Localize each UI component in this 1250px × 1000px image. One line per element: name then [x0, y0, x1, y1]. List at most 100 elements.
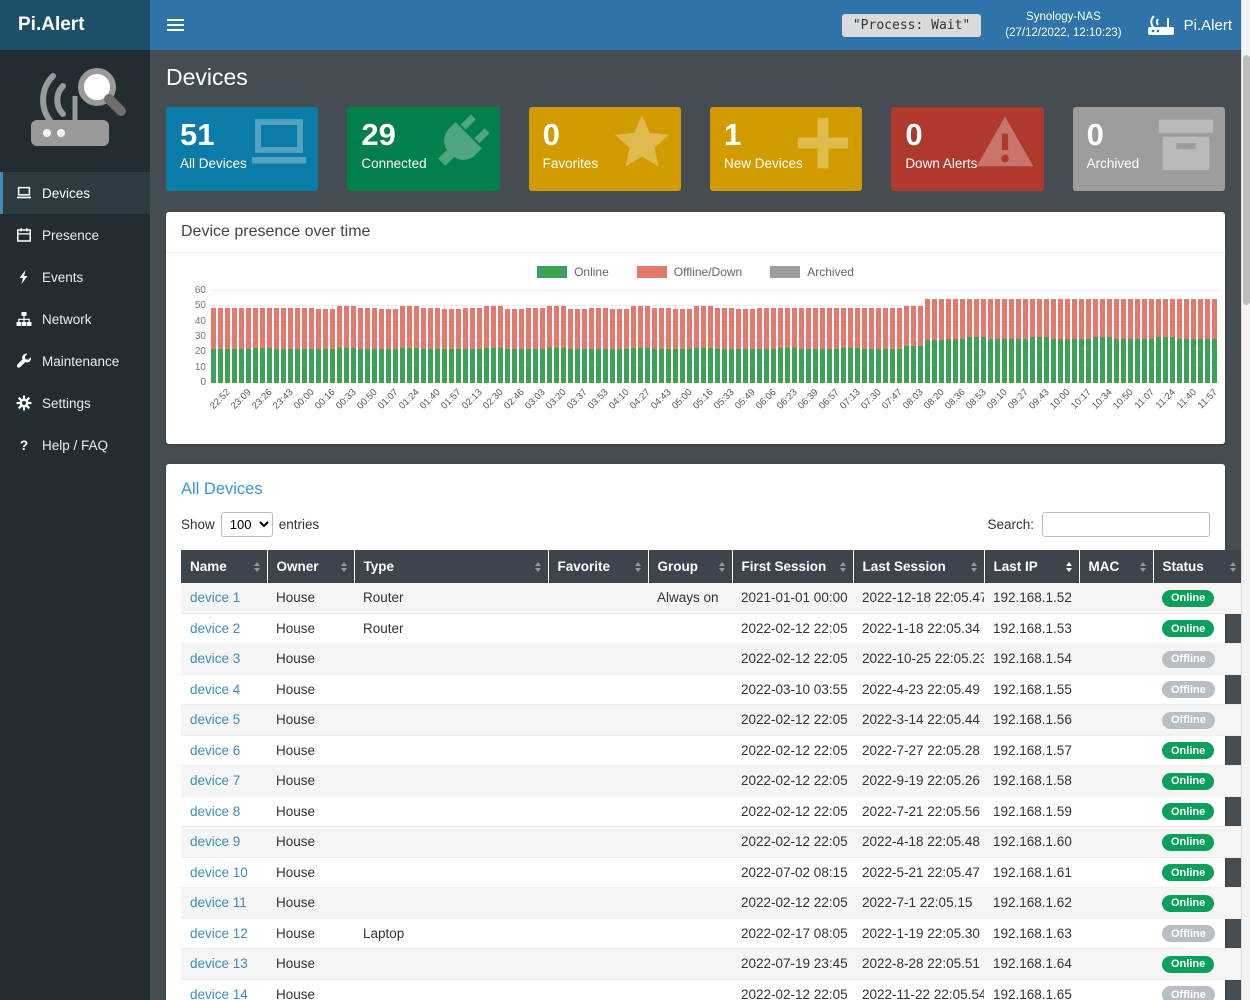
column-header-last-ip[interactable]: Last IP: [984, 550, 1080, 583]
column-header-favorite[interactable]: Favorite: [548, 550, 649, 583]
x-axis-tick-label: 04:10: [607, 387, 632, 412]
device-link[interactable]: device 7: [181, 765, 267, 797]
app-identity[interactable]: Pi.Alert: [1146, 13, 1232, 38]
card-label: All Devices: [180, 155, 247, 171]
legend-item-online[interactable]: Online: [537, 265, 609, 279]
last-session-cell: 2022-5-21 22:05.47: [853, 857, 984, 888]
bar-segment-offline-down: [715, 307, 720, 350]
summary-card-favorites[interactable]: 0 Favorites: [528, 107, 681, 191]
legend-label: Online: [574, 265, 609, 279]
column-header-status[interactable]: Status: [1153, 550, 1241, 583]
chart-bar: [918, 306, 923, 383]
legend-item-offline-down[interactable]: Offline/Down: [636, 265, 742, 279]
bar-segment-online: [393, 349, 398, 383]
device-link[interactable]: device 10: [181, 857, 267, 888]
chart-bar: [260, 307, 265, 383]
device-link[interactable]: device 13: [181, 948, 267, 980]
entries-select[interactable]: 100: [220, 512, 273, 537]
sidebar-item-events[interactable]: Events: [0, 256, 150, 298]
last-session-cell: 2022-7-21 22:05.56: [853, 796, 984, 827]
status-cell: Online: [1153, 887, 1241, 919]
device-link[interactable]: device 4: [181, 674, 267, 705]
device-link[interactable]: device 14: [181, 979, 267, 1000]
device-link[interactable]: device 3: [181, 643, 267, 675]
chart-bar: [988, 298, 993, 383]
column-header-last-session[interactable]: Last Session: [853, 550, 985, 583]
chart-bar: [1086, 298, 1091, 383]
bar-segment-online: [918, 346, 923, 383]
column-header-group[interactable]: Group: [648, 550, 733, 583]
column-header-name[interactable]: Name: [181, 550, 268, 583]
column-header-type[interactable]: Type: [354, 550, 549, 583]
chart-bar: [372, 307, 377, 383]
sidebar-item-maintenance[interactable]: Maintenance: [0, 340, 150, 382]
summary-card-all-devices[interactable]: 51 All Devices: [166, 107, 319, 191]
x-axis-tick: 10:00: [1048, 386, 1073, 432]
bar-segment-online: [1163, 337, 1168, 383]
content-area: Devices 51 All Devices 29 Connected 0 Favorit…: [150, 50, 1241, 1000]
chart-bar: [792, 307, 797, 383]
column-header-first-session[interactable]: First Session: [732, 550, 854, 583]
sidebar-item-devices[interactable]: Devices: [0, 172, 150, 214]
card-label: Down Alerts: [905, 155, 978, 171]
sidebar-item-presence[interactable]: Presence: [0, 214, 150, 256]
device-link[interactable]: device 12: [181, 918, 267, 949]
device-link[interactable]: device 6: [181, 735, 267, 766]
y-axis-tick-label: 40: [194, 315, 206, 327]
x-axis-tick: 01:40: [418, 386, 443, 432]
search-input[interactable]: [1042, 512, 1210, 537]
chart-bar: [582, 309, 587, 383]
chart-bar: [526, 307, 531, 383]
column-header-owner[interactable]: Owner: [267, 550, 355, 583]
sidebar-item-help-faq[interactable]: ? Help / FAQ: [0, 424, 150, 466]
chart-bar: [1184, 298, 1189, 383]
column-header-mac[interactable]: MAC: [1079, 550, 1154, 583]
device-link[interactable]: device 5: [181, 704, 267, 736]
x-axis-tick-label: 07:47: [880, 387, 905, 412]
summary-card-down-alerts[interactable]: 0 Down Alerts: [891, 107, 1044, 191]
device-link[interactable]: device 2: [181, 613, 267, 644]
favorite-cell: [548, 796, 648, 827]
sidebar-item-label: Maintenance: [42, 353, 120, 369]
legend-item-archived[interactable]: Archived: [770, 265, 854, 279]
device-link[interactable]: device 11: [181, 887, 267, 919]
device-link[interactable]: device 8: [181, 796, 267, 827]
scrollbar[interactable]: [1241, 0, 1250, 1000]
x-axis-tick-label: 00:16: [313, 387, 338, 412]
bar-segment-online: [295, 349, 300, 383]
table-row: device 9 House 2022-02-12 22:05 2022-4-18 2…: [181, 826, 1241, 858]
chart-bar: [575, 309, 580, 383]
chart-bar: [337, 306, 342, 383]
bar-segment-online: [288, 349, 293, 383]
scrollbar-thumb[interactable]: [1242, 55, 1250, 305]
y-axis-tick-label: 50: [194, 300, 206, 312]
bar-segment-offline-down: [673, 309, 678, 350]
device-link[interactable]: device 1: [181, 583, 267, 614]
bar-segment-offline-down: [1114, 298, 1119, 339]
chart-bar: [771, 307, 776, 383]
pialert-logo-image: [31, 68, 126, 146]
bar-segment-offline-down: [1156, 298, 1161, 337]
status-badge: Online: [1162, 803, 1215, 820]
x-axis-tick: 02:30: [481, 386, 506, 432]
sidebar-item-settings[interactable]: Settings: [0, 382, 150, 424]
brand[interactable]: Pi.Alert: [0, 0, 150, 50]
status-cell: Online: [1153, 765, 1241, 797]
sidebar-item-network[interactable]: Network: [0, 298, 150, 340]
summary-card-archived[interactable]: 0 Archived: [1072, 107, 1225, 191]
laptop-icon: [16, 185, 32, 201]
status-badge: Online: [1162, 742, 1215, 759]
bar-segment-online: [316, 349, 321, 383]
bar-segment-offline-down: [393, 309, 398, 350]
bar-segment-online: [442, 349, 447, 383]
chart-bar: [638, 306, 643, 383]
bar-segment-offline-down: [862, 307, 867, 350]
device-link[interactable]: device 9: [181, 826, 267, 858]
sidebar-toggle-icon[interactable]: [150, 0, 200, 50]
summary-card-new-devices[interactable]: 1 New Devices: [709, 107, 863, 191]
bar-segment-online: [1191, 338, 1196, 383]
type-cell: [354, 643, 548, 675]
bar-segment-online: [449, 349, 454, 383]
summary-card-connected[interactable]: 29 Connected: [347, 107, 500, 191]
bar-segment-offline-down: [316, 309, 321, 350]
